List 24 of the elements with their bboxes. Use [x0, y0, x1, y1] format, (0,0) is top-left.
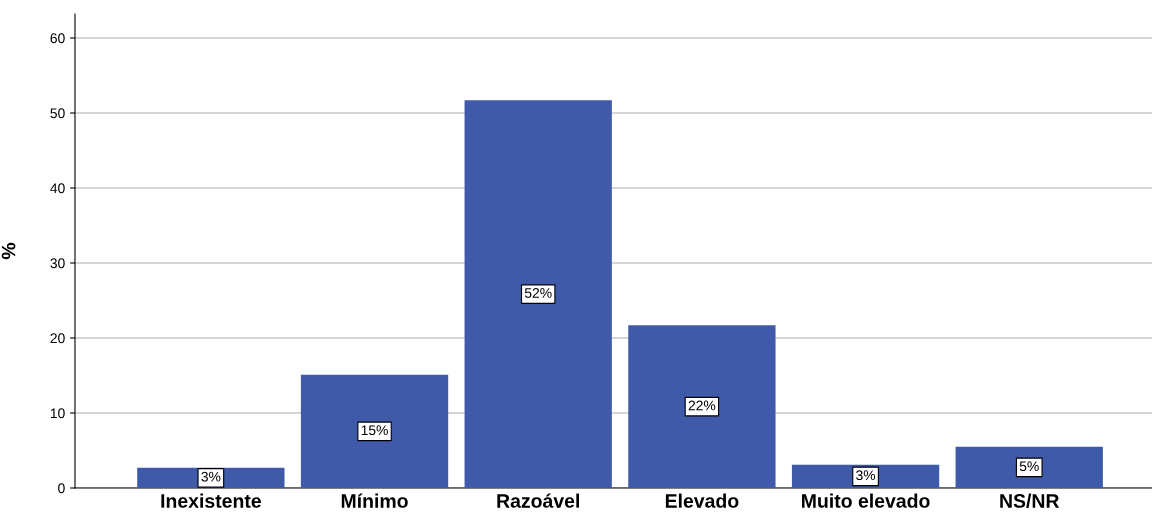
x-tick-label: Razoável: [497, 493, 579, 508]
bar: [464, 100, 612, 488]
x-tick-label: Mínimo: [341, 493, 408, 508]
data-label: 15%: [361, 425, 388, 436]
y-tick-label: 30: [50, 258, 65, 269]
data-label: 52%: [524, 288, 552, 298]
bar: [300, 374, 449, 488]
data-label: 22%: [688, 400, 716, 411]
y-tick-label: 20: [50, 333, 65, 344]
y-tick-label: 0: [58, 483, 65, 494]
bar: [955, 446, 1103, 488]
x-tick-label: Elevado: [665, 493, 739, 508]
x-tick-label: Inexistente: [161, 493, 261, 508]
data-label: 3%: [201, 471, 221, 482]
y-tick-label: 60: [50, 33, 65, 44]
x-tick-label: NS/NR: [1000, 493, 1060, 509]
y-tick-label: 10: [50, 408, 65, 419]
y-axis-title: %: [1, 242, 16, 260]
x-tick-label: Muito elevado: [802, 493, 930, 508]
data-label: 3%: [856, 470, 876, 481]
y-tick-label: 40: [50, 183, 65, 194]
y-tick-label: 50: [50, 108, 65, 119]
bar: [628, 325, 776, 488]
data-label: 5%: [1019, 461, 1039, 472]
